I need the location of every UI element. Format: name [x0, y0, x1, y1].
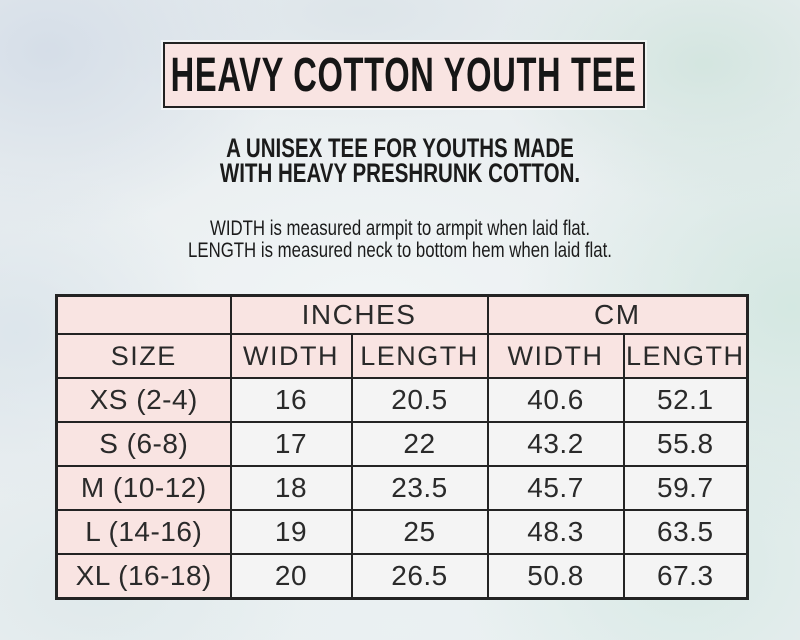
value-length-cm: 59.7: [622, 465, 749, 511]
table-row-s: S (6-8) 17 22 43.2 55.8: [55, 421, 749, 467]
blank-corner-cell: [55, 294, 232, 335]
value-length-cm: 67.3: [622, 553, 749, 600]
table-row-m: M (10-12) 18 23.5 45.7 59.7: [55, 465, 749, 511]
page-title: HEAVY COTTON YOUTH TEE: [171, 48, 637, 102]
size-label: S (6-8): [55, 421, 232, 467]
value-length-cm: 55.8: [622, 421, 749, 467]
value-width-in: 20: [229, 553, 353, 600]
size-label: XS (2-4): [55, 377, 232, 423]
value-width-cm: 48.3: [486, 509, 625, 555]
table-row-xl: XL (16-18) 20 26.5 50.8 67.3: [55, 553, 749, 600]
note-line-length: LENGTH is measured neck to bottom hem wh…: [188, 238, 612, 262]
column-header-width-in: WIDTH: [229, 333, 353, 379]
value-length-in: 25: [350, 509, 489, 555]
value-length-cm: 52.1: [622, 377, 749, 423]
column-header-width-cm: WIDTH: [486, 333, 625, 379]
description-line-1: A UNISEX TEE FOR YOUTHS MADE: [226, 133, 574, 163]
unit-header-cm: CM: [486, 294, 749, 335]
column-header-size: SIZE: [55, 333, 232, 379]
value-width-in: 19: [229, 509, 353, 555]
size-label: L (14-16): [55, 509, 232, 555]
value-width-cm: 40.6: [486, 377, 625, 423]
size-label: XL (16-18): [55, 553, 232, 600]
value-width-in: 16: [229, 377, 353, 423]
value-length-in: 22: [350, 421, 489, 467]
unit-header-row: INCHES CM: [55, 294, 749, 335]
value-width-cm: 43.2: [486, 421, 625, 467]
note-line-width: WIDTH is measured armpit to armpit when …: [210, 217, 590, 240]
unit-header-inches: INCHES: [229, 294, 489, 335]
title-banner: HEAVY COTTON YOUTH TEE: [163, 42, 645, 108]
value-width-cm: 45.7: [486, 465, 625, 511]
column-header-length-cm: LENGTH: [622, 333, 749, 379]
description-line-2: WITH HEAVY PRESHRUNK COTTON.: [219, 158, 581, 188]
value-length-in: 26.5: [350, 553, 489, 600]
product-description: A UNISEX TEE FOR YOUTHS MADE WITH HEAVY …: [0, 133, 800, 188]
measurement-notes: WIDTH is measured armpit to armpit when …: [0, 218, 800, 261]
table-row-l: L (14-16) 19 25 48.3 63.5: [55, 509, 749, 555]
value-length-cm: 63.5: [622, 509, 749, 555]
value-length-in: 20.5: [350, 377, 489, 423]
value-width-in: 17: [229, 421, 353, 467]
value-length-in: 23.5: [350, 465, 489, 511]
value-width-in: 18: [229, 465, 353, 511]
size-chart-table: INCHES CM SIZE WIDTH LENGTH WIDTH LENGTH…: [55, 294, 750, 600]
table-row-xs: XS (2-4) 16 20.5 40.6 52.1: [55, 377, 749, 423]
column-header-length-in: LENGTH: [350, 333, 489, 379]
value-width-cm: 50.8: [486, 553, 625, 600]
column-header-row: SIZE WIDTH LENGTH WIDTH LENGTH: [55, 333, 749, 379]
size-label: M (10-12): [55, 465, 232, 511]
